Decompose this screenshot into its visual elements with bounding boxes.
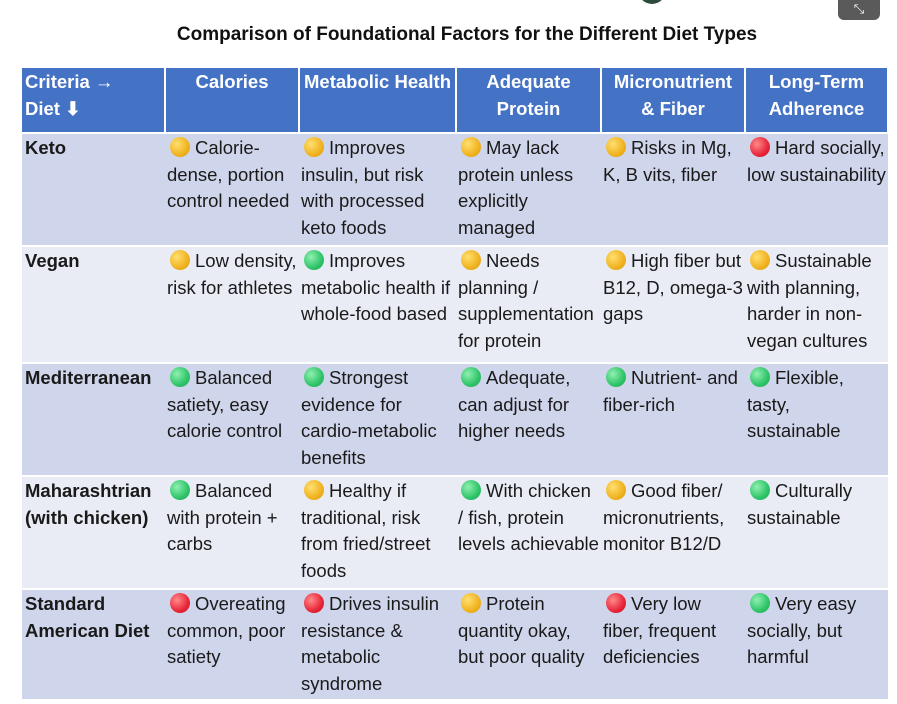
status-dot-icon	[606, 367, 626, 387]
status-dot-icon	[304, 480, 324, 500]
header-row: Criteria → Diet ⬇ Calories Metabolic Hea…	[22, 68, 889, 134]
top-logo-widget	[632, 0, 696, 4]
rating-cell: Flexible, tasty, sustainable	[745, 363, 888, 477]
status-dot-icon	[170, 480, 190, 500]
diet-name: Standard American Diet	[22, 589, 165, 701]
status-dot-icon	[606, 480, 626, 500]
cell-text: Overeating common, poor satiety	[167, 593, 286, 667]
cell-text: Very easy socially, but harmful	[747, 593, 857, 667]
cell-text: Risks in Mg, K, B vits, fiber	[603, 137, 732, 185]
criteria-label: Criteria →	[25, 71, 114, 92]
rating-cell: Balanced with protein + carbs	[165, 476, 299, 590]
diet-name: Keto	[22, 133, 165, 247]
status-dot-icon	[750, 480, 770, 500]
diet-label: Diet ⬇	[25, 97, 81, 119]
column-header-micronutrient-fiber: Micronutrient & Fiber	[601, 68, 746, 134]
rating-cell: Strongest evidence for cardio-metabolic …	[299, 363, 456, 477]
status-dot-icon	[606, 593, 626, 613]
cell-text: Nutrient- and fiber-rich	[603, 367, 738, 415]
table-row: Standard American Diet Overeating common…	[22, 589, 888, 701]
cell-text: Strongest evidence for cardio-metabolic …	[301, 367, 437, 468]
status-dot-icon	[170, 367, 190, 387]
cell-text: Drives insulin resistance & metabolic sy…	[301, 593, 440, 694]
cell-text: Adequate, can adjust for higher needs	[458, 367, 571, 441]
cell-text: Hard socially, low sustainability	[747, 137, 886, 185]
rating-cell: Improves metabolic health if whole-food …	[299, 246, 456, 364]
column-header-adequate-protein: Adequate Protein	[456, 68, 602, 134]
status-dot-icon	[750, 250, 770, 270]
cell-text: Sustainable with planning, harder in non…	[747, 250, 872, 351]
table-row: Keto Calorie-dense, portion control need…	[22, 133, 888, 247]
column-header-metabolic-health: Metabolic Health	[299, 68, 457, 134]
cell-text: Healthy if traditional, risk from fried/…	[301, 480, 431, 581]
rating-cell: Protein quantity okay, but poor quality	[456, 589, 601, 701]
rating-cell: Culturally sustainable	[745, 476, 888, 590]
cell-text: Protein quantity okay, but poor quality	[458, 593, 585, 667]
rating-cell: Low density, risk for athletes	[165, 246, 299, 364]
status-dot-icon	[606, 250, 626, 270]
status-dot-icon	[304, 367, 324, 387]
rating-cell: Nutrient- and fiber-rich	[601, 363, 745, 477]
rating-cell: With chicken / fish, protein levels achi…	[456, 476, 601, 590]
logo-disc-icon	[638, 0, 666, 4]
rating-cell: Calorie-dense, portion control needed	[165, 133, 299, 247]
diet-name: Vegan	[22, 246, 165, 364]
criteria-diet-header: Criteria → Diet ⬇	[22, 68, 166, 134]
table-row: Maharashtrian (with chicken) Balanced wi…	[22, 476, 888, 590]
cell-text: Very low fiber, frequent deficiencies	[603, 593, 717, 667]
comparison-table: Criteria → Diet ⬇ Calories Metabolic Hea…	[22, 68, 889, 701]
status-dot-icon	[304, 593, 324, 613]
rating-cell: Improves insulin, but risk with processe…	[299, 133, 456, 247]
status-dot-icon	[170, 137, 190, 157]
rating-cell: Sustainable with planning, harder in non…	[745, 246, 888, 364]
rating-cell: May lack protein unless explicitly manag…	[456, 133, 601, 247]
status-dot-icon	[750, 137, 770, 157]
cell-text: Balanced with protein + carbs	[167, 480, 278, 554]
status-dot-icon	[304, 137, 324, 157]
status-dot-icon	[750, 593, 770, 613]
cell-text: Good fiber/ micronutrients, monitor B12/…	[603, 480, 725, 554]
rating-cell: Very easy socially, but harmful	[745, 589, 888, 701]
cell-text: Flexible, tasty, sustainable	[747, 367, 844, 441]
cell-text: Culturally sustainable	[747, 480, 853, 528]
rating-cell: Risks in Mg, K, B vits, fiber	[601, 133, 745, 247]
status-dot-icon	[461, 480, 481, 500]
status-dot-icon	[170, 593, 190, 613]
page-title: Comparison of Foundational Factors for t…	[176, 24, 758, 45]
cell-text: Balanced satiety, easy calorie control	[167, 367, 283, 441]
rating-cell: Balanced satiety, easy calorie control	[165, 363, 299, 477]
status-dot-icon	[170, 250, 190, 270]
rating-cell: Overeating common, poor satiety	[165, 589, 299, 701]
expand-icon[interactable]: ⤡	[838, 0, 880, 20]
cell-text: Calorie-dense, portion control needed	[167, 137, 290, 211]
rating-cell: Needs planning / supplementation for pro…	[456, 246, 601, 364]
rating-cell: Good fiber/ micronutrients, monitor B12/…	[601, 476, 745, 590]
cell-text: With chicken / fish, protein levels achi…	[458, 480, 599, 554]
cell-text: Improves insulin, but risk with processe…	[301, 137, 425, 238]
rating-cell: High fiber but B12, D, omega-3 gaps	[601, 246, 745, 364]
diet-name: Mediterranean	[22, 363, 165, 477]
cell-text: Low density, risk for athletes	[167, 250, 297, 298]
cell-text: Improves metabolic health if whole-food …	[301, 250, 451, 324]
column-header-calories: Calories	[165, 68, 300, 134]
status-dot-icon	[461, 593, 481, 613]
cell-text: May lack protein unless explicitly manag…	[458, 137, 574, 238]
cell-text: High fiber but B12, D, omega-3 gaps	[603, 250, 743, 324]
status-dot-icon	[461, 137, 481, 157]
diet-name: Maharashtrian (with chicken)	[22, 476, 165, 590]
table-row: Mediterranean Balanced satiety, easy cal…	[22, 363, 888, 477]
column-header-long-term-adherence: Long-Term Adherence	[745, 68, 889, 134]
status-dot-icon	[304, 250, 324, 270]
status-dot-icon	[461, 367, 481, 387]
rating-cell: Drives insulin resistance & metabolic sy…	[299, 589, 456, 701]
status-dot-icon	[461, 250, 481, 270]
rating-cell: Very low fiber, frequent deficiencies	[601, 589, 745, 701]
cell-text: Needs planning / supplementation for pro…	[458, 250, 594, 351]
rating-cell: Healthy if traditional, risk from fried/…	[299, 476, 456, 590]
status-dot-icon	[750, 367, 770, 387]
rating-cell: Adequate, can adjust for higher needs	[456, 363, 601, 477]
table-row: Vegan Low density, risk for athletes Imp…	[22, 246, 888, 364]
status-dot-icon	[606, 137, 626, 157]
rating-cell: Hard socially, low sustainability	[745, 133, 888, 247]
